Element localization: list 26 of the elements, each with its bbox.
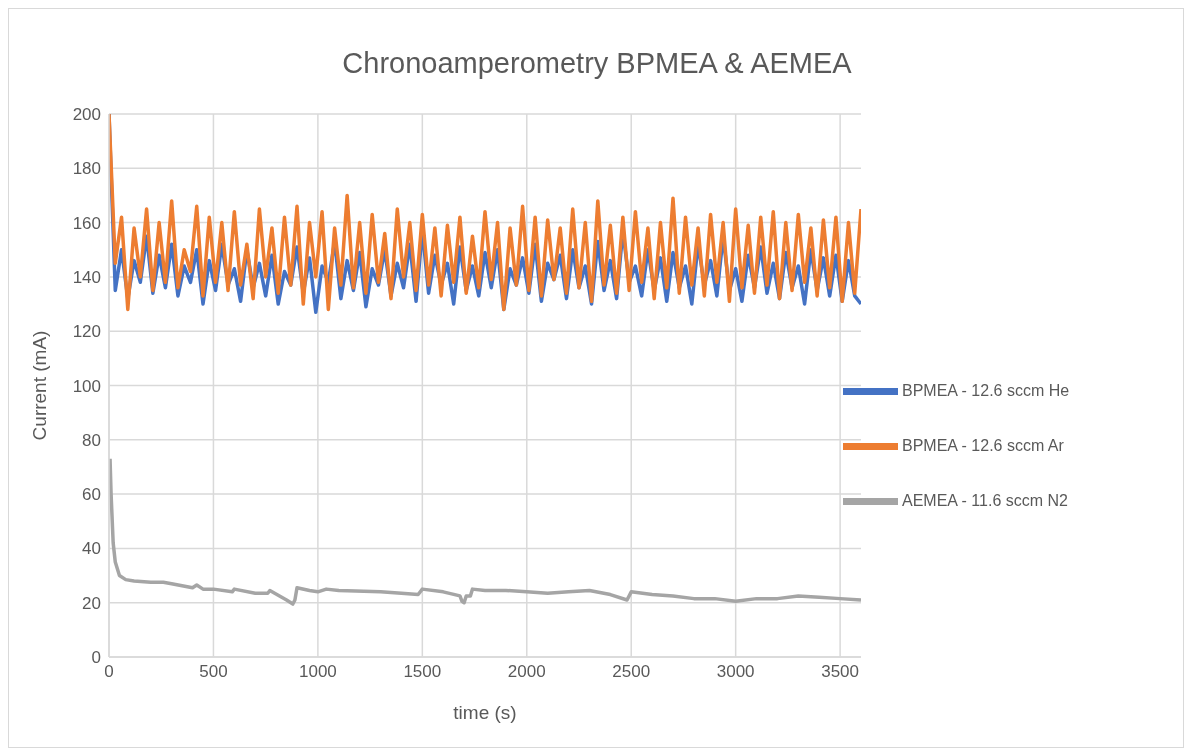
x-tick-label: 2500 <box>612 662 651 682</box>
y-tick-label: 0 <box>91 648 101 668</box>
x-axis-title: time (s) <box>453 702 517 723</box>
x-tick-label: 0 <box>104 662 114 682</box>
y-tick-label: 180 <box>72 159 101 179</box>
x-tick-label: 1500 <box>403 662 442 682</box>
legend-label: AEMEA - 11.6 sccm N2 <box>902 491 1068 509</box>
legend-label: BPMEA - 12.6 sccm Ar <box>902 436 1064 454</box>
y-tick-label: 120 <box>72 322 101 342</box>
y-tick-label: 20 <box>82 593 101 613</box>
y-tick-label: 160 <box>72 213 101 233</box>
x-tick-label: 3500 <box>821 662 860 682</box>
legend-label: BPMEA - 12.6 sccm He <box>902 381 1070 399</box>
line-series <box>109 457 861 606</box>
x-tick-label: 500 <box>199 662 228 682</box>
x-tick-label: 2000 <box>507 662 546 682</box>
y-tick-label: 100 <box>72 376 101 396</box>
y-tick-label: 80 <box>82 430 101 450</box>
y-tick-label: 200 <box>72 105 101 125</box>
y-tick-label: 60 <box>82 485 101 505</box>
y-tick-label: 40 <box>82 539 101 559</box>
chart-title: Chronoamperometry BPMEA & AEMEA <box>341 47 853 80</box>
y-tick-label: 140 <box>72 267 101 287</box>
x-tick-label: 1000 <box>298 662 337 682</box>
y-axis-title: Current (mA) <box>28 330 50 441</box>
x-tick-label: 3000 <box>716 662 755 682</box>
